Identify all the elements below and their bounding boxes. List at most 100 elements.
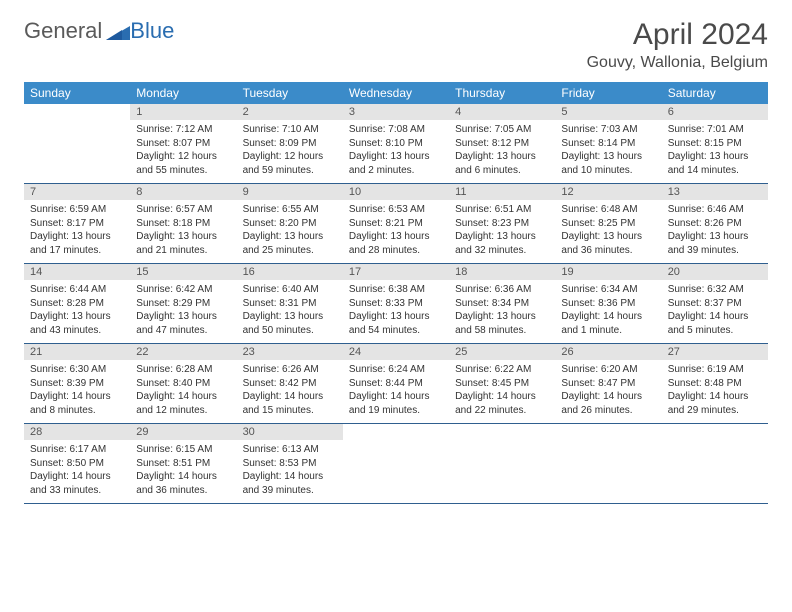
sunset-text: Sunset: 8:18 PM <box>136 217 230 231</box>
day-body: Sunrise: 6:34 AMSunset: 8:36 PMDaylight:… <box>555 280 661 343</box>
day-body: Sunrise: 7:12 AMSunset: 8:07 PMDaylight:… <box>130 120 236 183</box>
sunset-text: Sunset: 8:17 PM <box>30 217 124 231</box>
day-body: Sunrise: 6:38 AMSunset: 8:33 PMDaylight:… <box>343 280 449 343</box>
sunrise-text: Sunrise: 6:36 AM <box>455 283 549 297</box>
daylight-text: Daylight: 14 hours and 19 minutes. <box>349 390 443 417</box>
day-number: 6 <box>662 104 768 120</box>
sunset-text: Sunset: 8:31 PM <box>243 297 337 311</box>
sunset-text: Sunset: 8:26 PM <box>668 217 762 231</box>
sunset-text: Sunset: 8:23 PM <box>455 217 549 231</box>
day-number: 13 <box>662 184 768 200</box>
sunset-text: Sunset: 8:25 PM <box>561 217 655 231</box>
calendar-day-cell: 10Sunrise: 6:53 AMSunset: 8:21 PMDayligh… <box>343 184 449 264</box>
day-number: 12 <box>555 184 661 200</box>
daylight-text: Daylight: 13 hours and 6 minutes. <box>455 150 549 177</box>
calendar-day-cell: 21Sunrise: 6:30 AMSunset: 8:39 PMDayligh… <box>24 344 130 424</box>
day-body: Sunrise: 6:44 AMSunset: 8:28 PMDaylight:… <box>24 280 130 343</box>
day-number: 16 <box>237 264 343 280</box>
daylight-text: Daylight: 13 hours and 58 minutes. <box>455 310 549 337</box>
logo: General Blue <box>24 18 174 44</box>
day-number: 1 <box>130 104 236 120</box>
day-number: 7 <box>24 184 130 200</box>
day-number: 5 <box>555 104 661 120</box>
sunrise-text: Sunrise: 7:03 AM <box>561 123 655 137</box>
daylight-text: Daylight: 13 hours and 36 minutes. <box>561 230 655 257</box>
sunrise-text: Sunrise: 6:28 AM <box>136 363 230 377</box>
calendar-day-cell <box>343 424 449 504</box>
sunset-text: Sunset: 8:39 PM <box>30 377 124 391</box>
daylight-text: Daylight: 13 hours and 32 minutes. <box>455 230 549 257</box>
sunset-text: Sunset: 8:20 PM <box>243 217 337 231</box>
title-block: April 2024 Gouvy, Wallonia, Belgium <box>587 18 768 72</box>
calendar-day-cell: 23Sunrise: 6:26 AMSunset: 8:42 PMDayligh… <box>237 344 343 424</box>
day-number: 28 <box>24 424 130 440</box>
day-number: 10 <box>343 184 449 200</box>
day-number: 15 <box>130 264 236 280</box>
daylight-text: Daylight: 13 hours and 14 minutes. <box>668 150 762 177</box>
sunrise-text: Sunrise: 6:22 AM <box>455 363 549 377</box>
sunrise-text: Sunrise: 6:40 AM <box>243 283 337 297</box>
daylight-text: Daylight: 14 hours and 5 minutes. <box>668 310 762 337</box>
sunrise-text: Sunrise: 6:38 AM <box>349 283 443 297</box>
sunset-text: Sunset: 8:51 PM <box>136 457 230 471</box>
daylight-text: Daylight: 14 hours and 33 minutes. <box>30 470 124 497</box>
sunrise-text: Sunrise: 6:30 AM <box>30 363 124 377</box>
day-number: 2 <box>237 104 343 120</box>
sunrise-text: Sunrise: 7:12 AM <box>136 123 230 137</box>
day-body: Sunrise: 6:19 AMSunset: 8:48 PMDaylight:… <box>662 360 768 423</box>
daylight-text: Daylight: 13 hours and 25 minutes. <box>243 230 337 257</box>
daylight-text: Daylight: 13 hours and 21 minutes. <box>136 230 230 257</box>
calendar-day-cell: 2Sunrise: 7:10 AMSunset: 8:09 PMDaylight… <box>237 104 343 184</box>
day-number: 27 <box>662 344 768 360</box>
sunset-text: Sunset: 8:14 PM <box>561 137 655 151</box>
day-body: Sunrise: 6:13 AMSunset: 8:53 PMDaylight:… <box>237 440 343 503</box>
day-number: 20 <box>662 264 768 280</box>
daylight-text: Daylight: 13 hours and 10 minutes. <box>561 150 655 177</box>
daylight-text: Daylight: 14 hours and 36 minutes. <box>136 470 230 497</box>
day-number: 18 <box>449 264 555 280</box>
page-header: General Blue April 2024 Gouvy, Wallonia,… <box>24 18 768 72</box>
day-body <box>662 428 768 486</box>
day-number: 14 <box>24 264 130 280</box>
day-number: 23 <box>237 344 343 360</box>
daylight-text: Daylight: 13 hours and 28 minutes. <box>349 230 443 257</box>
day-body: Sunrise: 6:20 AMSunset: 8:47 PMDaylight:… <box>555 360 661 423</box>
calendar-day-cell <box>662 424 768 504</box>
sunrise-text: Sunrise: 6:20 AM <box>561 363 655 377</box>
calendar-day-cell <box>24 104 130 184</box>
day-number: 4 <box>449 104 555 120</box>
sunset-text: Sunset: 8:29 PM <box>136 297 230 311</box>
calendar-day-cell: 14Sunrise: 6:44 AMSunset: 8:28 PMDayligh… <box>24 264 130 344</box>
sunset-text: Sunset: 8:42 PM <box>243 377 337 391</box>
daylight-text: Daylight: 13 hours and 50 minutes. <box>243 310 337 337</box>
sunrise-text: Sunrise: 7:01 AM <box>668 123 762 137</box>
day-body: Sunrise: 7:03 AMSunset: 8:14 PMDaylight:… <box>555 120 661 183</box>
sunset-text: Sunset: 8:12 PM <box>455 137 549 151</box>
calendar-day-cell: 17Sunrise: 6:38 AMSunset: 8:33 PMDayligh… <box>343 264 449 344</box>
day-body: Sunrise: 7:05 AMSunset: 8:12 PMDaylight:… <box>449 120 555 183</box>
calendar-day-cell: 27Sunrise: 6:19 AMSunset: 8:48 PMDayligh… <box>662 344 768 424</box>
day-number: 24 <box>343 344 449 360</box>
sunrise-text: Sunrise: 6:32 AM <box>668 283 762 297</box>
day-body: Sunrise: 7:01 AMSunset: 8:15 PMDaylight:… <box>662 120 768 183</box>
sunrise-text: Sunrise: 6:57 AM <box>136 203 230 217</box>
calendar-day-cell: 13Sunrise: 6:46 AMSunset: 8:26 PMDayligh… <box>662 184 768 264</box>
calendar-day-cell: 11Sunrise: 6:51 AMSunset: 8:23 PMDayligh… <box>449 184 555 264</box>
day-number: 8 <box>130 184 236 200</box>
day-body: Sunrise: 6:53 AMSunset: 8:21 PMDaylight:… <box>343 200 449 263</box>
sunrise-text: Sunrise: 6:42 AM <box>136 283 230 297</box>
day-body: Sunrise: 6:17 AMSunset: 8:50 PMDaylight:… <box>24 440 130 503</box>
sunrise-text: Sunrise: 6:53 AM <box>349 203 443 217</box>
day-header-wednesday: Wednesday <box>343 82 449 104</box>
day-body: Sunrise: 6:15 AMSunset: 8:51 PMDaylight:… <box>130 440 236 503</box>
day-body: Sunrise: 6:46 AMSunset: 8:26 PMDaylight:… <box>662 200 768 263</box>
calendar-day-cell <box>555 424 661 504</box>
sunset-text: Sunset: 8:33 PM <box>349 297 443 311</box>
day-body: Sunrise: 6:26 AMSunset: 8:42 PMDaylight:… <box>237 360 343 423</box>
calendar-day-cell: 18Sunrise: 6:36 AMSunset: 8:34 PMDayligh… <box>449 264 555 344</box>
calendar-day-cell: 29Sunrise: 6:15 AMSunset: 8:51 PMDayligh… <box>130 424 236 504</box>
sunset-text: Sunset: 8:53 PM <box>243 457 337 471</box>
calendar-week: 7Sunrise: 6:59 AMSunset: 8:17 PMDaylight… <box>24 184 768 264</box>
day-number: 3 <box>343 104 449 120</box>
day-body: Sunrise: 6:36 AMSunset: 8:34 PMDaylight:… <box>449 280 555 343</box>
